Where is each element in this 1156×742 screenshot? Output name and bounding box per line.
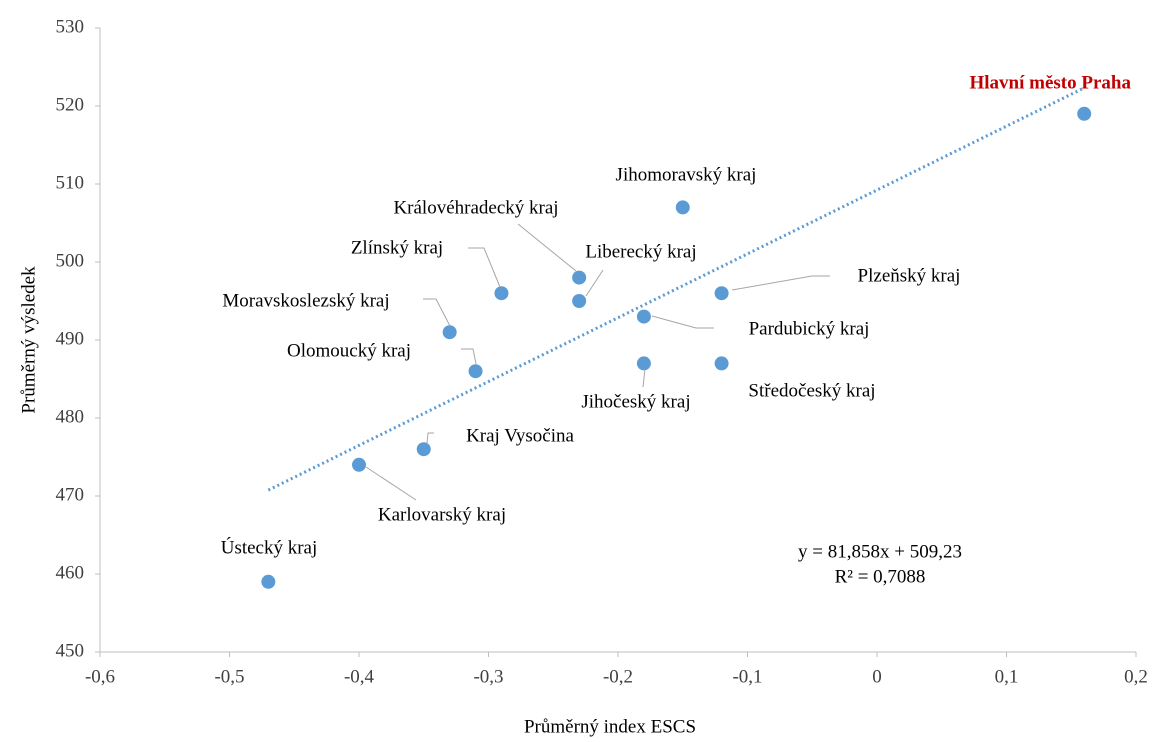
data-point bbox=[572, 270, 587, 285]
point-label: Plzeňský kraj bbox=[858, 265, 961, 286]
y-tick-label: 460 bbox=[56, 562, 85, 583]
leader-line bbox=[642, 368, 646, 388]
data-point bbox=[1077, 106, 1092, 121]
y-tick-label: 510 bbox=[56, 172, 85, 193]
y-tick-label: 480 bbox=[56, 406, 85, 427]
point-label: Pardubický kraj bbox=[749, 318, 870, 339]
point-label: Královéhradecký kraj bbox=[393, 197, 558, 218]
y-axis-title: Průměrný výsledek bbox=[18, 266, 39, 414]
x-tick-label: -0,1 bbox=[732, 666, 762, 687]
x-tick-label: -0,2 bbox=[603, 666, 633, 687]
data-point bbox=[572, 294, 587, 308]
leader-line bbox=[423, 298, 451, 327]
point-label: Ústecký kraj bbox=[221, 536, 318, 558]
point-label: Jihočeský kraj bbox=[581, 391, 690, 412]
data-point bbox=[636, 309, 651, 324]
leader-line bbox=[585, 269, 604, 297]
x-tick-label: 0,2 bbox=[1124, 666, 1148, 687]
data-point bbox=[442, 325, 457, 340]
leader-line bbox=[365, 466, 417, 501]
y-tick-label: 500 bbox=[56, 250, 85, 271]
point-label: Karlovarský kraj bbox=[378, 504, 506, 525]
y-tick-label: 490 bbox=[56, 328, 85, 349]
leader-line bbox=[468, 247, 501, 288]
point-label: Jihomoravský kraj bbox=[616, 164, 757, 185]
leader-line bbox=[517, 223, 577, 272]
point-label: Liberecký kraj bbox=[585, 241, 696, 262]
data-point bbox=[352, 457, 366, 472]
point-label: Hlavní město Praha bbox=[970, 72, 1132, 93]
data-point bbox=[714, 286, 729, 301]
data-point bbox=[675, 200, 690, 215]
point-label: Zlínský kraj bbox=[351, 237, 443, 258]
y-tick-label: 450 bbox=[56, 640, 85, 661]
data-point bbox=[636, 356, 651, 371]
point-label: Středočeský kraj bbox=[748, 380, 875, 401]
x-tick-label: 0 bbox=[872, 666, 882, 687]
trendline-equation: y = 81,858x + 509,23 bbox=[798, 541, 962, 562]
x-tick-label: -0,3 bbox=[473, 666, 503, 687]
data-point bbox=[714, 356, 729, 371]
point-label: Kraj Vysočina bbox=[466, 425, 574, 446]
y-tick-label: 520 bbox=[56, 94, 85, 115]
data-point bbox=[494, 286, 509, 301]
x-tick-label: -0,5 bbox=[214, 666, 244, 687]
point-label: Olomoucký kraj bbox=[287, 340, 411, 361]
x-axis-title: Průměrný index ESCS bbox=[524, 716, 696, 737]
data-point bbox=[468, 364, 483, 379]
data-point bbox=[416, 442, 431, 457]
x-tick-label: 0,1 bbox=[995, 666, 1019, 687]
leader-line bbox=[731, 275, 830, 291]
leader-line bbox=[426, 432, 434, 444]
leader-line bbox=[651, 315, 714, 329]
trendline bbox=[267, 86, 1085, 492]
x-tick-label: -0,6 bbox=[85, 666, 115, 687]
leader-line bbox=[461, 348, 477, 365]
x-tick-label: -0,4 bbox=[344, 666, 375, 687]
y-tick-label: 530 bbox=[56, 16, 85, 37]
y-tick-label: 470 bbox=[56, 484, 85, 505]
point-label: Moravskoslezský kraj bbox=[222, 290, 389, 311]
data-point bbox=[261, 574, 276, 589]
trendline-equation: R² = 0,7088 bbox=[835, 566, 926, 587]
